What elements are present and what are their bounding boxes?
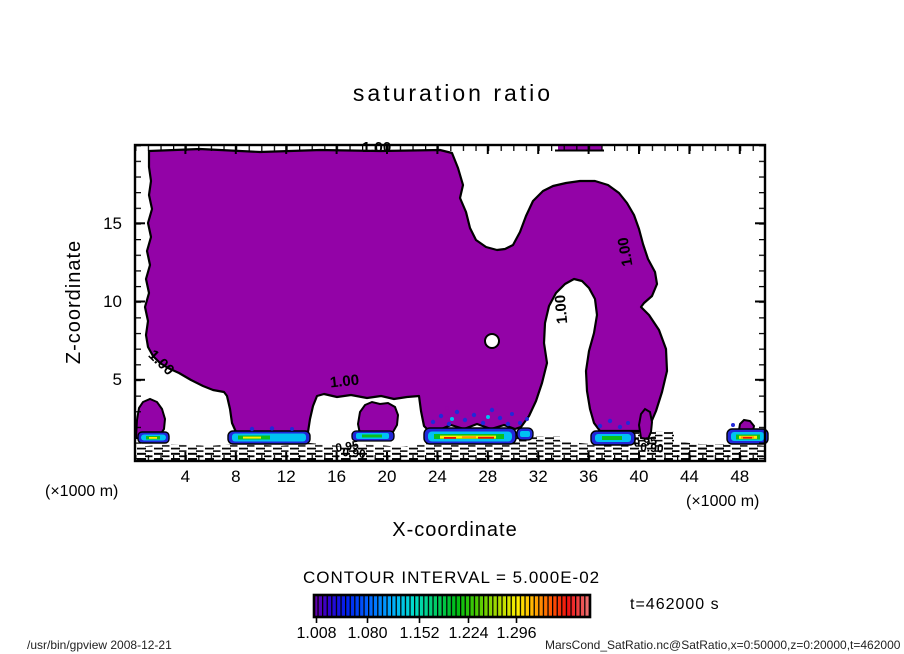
x-unit-right: (×1000 m) [686, 493, 759, 510]
contour-interval-label: CONTOUR INTERVAL = 5.000E-02 [303, 568, 600, 587]
svg-text:44: 44 [680, 467, 699, 486]
supersat-band-d [590, 418, 636, 446]
svg-text:40: 40 [630, 467, 649, 486]
svg-text:20: 20 [378, 467, 397, 486]
supersat-band-a [227, 426, 311, 445]
svg-text:1.224: 1.224 [448, 625, 488, 642]
footer-dataset-info: MarsCond_SatRatio.nc@SatRatio,x=0:50000,… [545, 638, 901, 652]
contour-label-right: 1.00 [615, 236, 637, 268]
x-axis-label: X-coordinate [392, 519, 517, 541]
svg-text:0.95: 0.95 [334, 438, 359, 455]
colorbar-tick-labels: 1.008 1.080 1.152 1.224 1.296 [296, 625, 536, 642]
supersat-band-c [516, 417, 534, 441]
plot-title: saturation ratio [353, 80, 553, 106]
sub-saturated-hole [484, 333, 500, 349]
svg-text:1.152: 1.152 [399, 625, 439, 642]
supersat-band-b [423, 403, 517, 445]
svg-text:28: 28 [478, 467, 497, 486]
colorbar-ticks [315, 617, 518, 623]
saturated-region [143, 147, 669, 434]
svg-text:32: 32 [529, 467, 548, 486]
x-unit-left: (×1000 m) [45, 483, 118, 500]
svg-text:1.080: 1.080 [347, 625, 387, 642]
supersat-band-e [726, 423, 769, 445]
x-tick-labels: 4 8 12 16 20 24 28 32 36 40 44 48 [181, 467, 750, 486]
svg-text:5: 5 [113, 370, 122, 389]
svg-text:36: 36 [579, 467, 598, 486]
supersat-band-mound [351, 430, 395, 442]
svg-text:16: 16 [327, 467, 346, 486]
svg-text:10: 10 [103, 292, 122, 311]
svg-text:0.90: 0.90 [640, 440, 665, 456]
purple-blob-right [637, 407, 654, 441]
svg-text:4: 4 [181, 467, 190, 486]
time-label: t=462000 s [630, 596, 720, 613]
z-tick-labels: 5 10 15 [103, 214, 122, 389]
supersat-speckles-b [430, 403, 514, 427]
svg-text:0.95: 0.95 [633, 434, 658, 450]
svg-text:12: 12 [277, 467, 296, 486]
sub-contour-label-smudge-right: 0.95 0.90 [633, 434, 665, 456]
colorbar: 1.008 1.080 1.152 1.224 1.296 [296, 593, 592, 642]
plot-frame [133, 143, 767, 463]
supersat-band-left [137, 431, 170, 444]
footer-program-path: /usr/bin/gpview 2008-12-21 [27, 638, 172, 652]
svg-text:15: 15 [103, 214, 122, 233]
contour-label-mid: 1.00 [552, 294, 571, 325]
svg-text:24: 24 [428, 467, 447, 486]
contour-label-bay: 1.00 [329, 372, 360, 392]
svg-text:48: 48 [730, 467, 749, 486]
z-axis-label: Z-coordinate [63, 240, 85, 364]
svg-text:1.008: 1.008 [296, 625, 336, 642]
svg-text:1.296: 1.296 [496, 625, 536, 642]
svg-text:8: 8 [231, 467, 240, 486]
